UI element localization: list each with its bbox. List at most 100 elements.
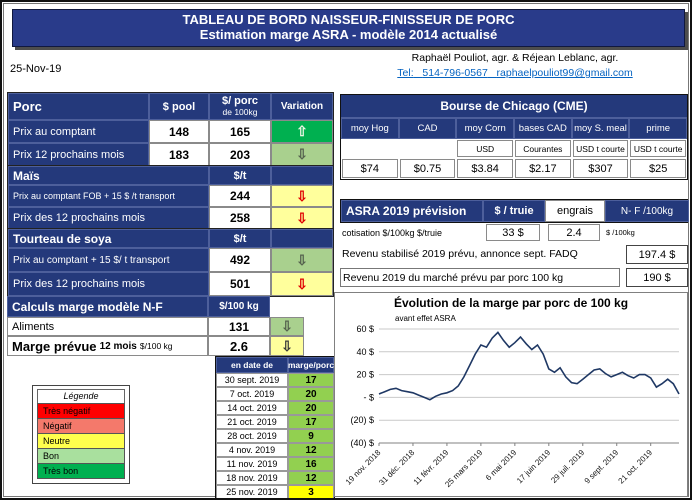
history-date: 11 nov. 2019 [216, 457, 288, 471]
variation-down-arrow-icon: ⇩ [271, 143, 333, 166]
x-tick-label: 21 oct. 2019 [617, 448, 655, 486]
series-line [378, 331, 680, 401]
legend-item: Très négatif [37, 403, 125, 419]
y-tick-label: 40 $ [356, 347, 374, 357]
tourteau-unit-header: $/t [209, 229, 271, 248]
porc-col-price-header: $/ porc de 100kg [209, 93, 271, 120]
title-bar: TABLEAU DE BORD NAISSEUR-FINISSEUR DE PO… [12, 9, 685, 47]
marge-prevue-label-period: 12 mois [99, 340, 137, 352]
calculs-marge-table: Calculs marge modèle N-F $/100 kg Alimen… [7, 296, 304, 356]
x-tick-label: 9 sept. 2019 [583, 448, 621, 486]
cme-col-header: CAD [398, 118, 457, 139]
porc-row-label: Prix au comptant [8, 120, 149, 143]
cme-value: $3.84 [457, 159, 513, 178]
cme-value: $307 [572, 159, 629, 178]
history-value: 12 [288, 471, 334, 485]
porc-col-variation-header: Variation [271, 93, 333, 120]
asra-cotisation-row: cotisation $/100kg $/truie 33 $ 2.4 $ /1… [340, 223, 688, 242]
variation-down-arrow-icon: ⇩ [271, 207, 333, 229]
cme-col-header: moy Corn [456, 118, 514, 139]
x-tick-label: 29 juil. 2019 [549, 448, 586, 485]
cme-table: Bourse de Chicago (CME) moy Hog CAD moy … [340, 94, 688, 180]
marge-prevue-label: Marge prévue 12 mois $/100 kg [7, 336, 208, 356]
mais-table: Maïs $/t Prix au comptant FOB + 15 $ /t … [7, 165, 334, 230]
history-value: 12 [288, 443, 334, 457]
tourteau-row-label: Prix des 12 prochains mois [8, 272, 209, 296]
chart-annotation: avant effet ASRA [395, 314, 456, 323]
asra-col-nf: N- F /100kg [605, 200, 689, 222]
variation-down-arrow-icon: ⇩ [270, 317, 304, 336]
history-date: 7 oct. 2019 [216, 387, 288, 401]
page-subtitle: Estimation marge ASRA - modèle 2014 actu… [199, 27, 498, 42]
margin-evolution-chart: Évolution de la marge par porc de 100 kg… [334, 292, 688, 497]
revenu-marche-label: Revenu 2019 du marché prévu par porc 100… [340, 267, 620, 287]
cme-grid: moy Hog CAD moy Corn bases CAD moy S. me… [341, 118, 687, 179]
porc-col-pool-header: $ pool [149, 93, 209, 120]
email-link[interactable]: raphaelpouliot99@gmail.com [496, 67, 633, 79]
tel-label: Tel: [397, 67, 414, 79]
revenu-marche-row: Revenu 2019 du marché prévu par porc 100… [340, 266, 688, 288]
asra-col-engrais: engrais [545, 200, 605, 222]
variation-down-arrow-icon: ⇩ [271, 248, 333, 272]
variation-down-arrow-icon: ⇩ [271, 185, 333, 207]
y-tick-label: 20 $ [356, 370, 374, 380]
variation-down-arrow-icon: ⇩ [271, 272, 333, 296]
aliments-value: 131 [208, 317, 270, 336]
legend-item: Négatif [37, 418, 125, 434]
history-date: 18 nov. 2019 [216, 471, 288, 485]
history-col-date-header: en date de [216, 357, 288, 373]
y-tick-label: 60 $ [356, 324, 374, 334]
history-date: 4 nov. 2019 [216, 443, 288, 457]
cme-value: $2.17 [515, 159, 571, 178]
marge-prevue-value: 2.6 [208, 336, 270, 356]
cotisation-unit: $ /100kg [606, 228, 635, 237]
mais-row-label: Prix des 12 prochains mois [8, 207, 209, 229]
asra-col-truie: $ / truie [483, 200, 545, 222]
porc-price-value: 203 [209, 143, 271, 166]
report-date: 25-Nov-19 [10, 63, 62, 75]
porc-col-price-line2: de 100kg [222, 106, 258, 117]
cme-value: $74 [342, 159, 398, 178]
x-tick-label: 17 juin 2019 [515, 448, 553, 486]
history-date: 21 oct. 2019 [216, 415, 288, 429]
history-value: 20 [288, 387, 334, 401]
mais-row-label: Prix au comptant FOB + 15 $ /t transport [8, 185, 209, 207]
mais-unit-header: $/t [209, 166, 271, 185]
history-date: 25 nov. 2019 [216, 485, 288, 498]
calculs-unit-header: $/100 kg [208, 296, 270, 317]
asra-section-title: ASRA 2019 prévision [341, 200, 483, 222]
legend-title: Légende [37, 389, 125, 404]
cme-subheader [342, 140, 398, 157]
authors-line: Raphaël Pouliot, agr. & Réjean Leblanc, … [411, 52, 619, 64]
cotisation-label: cotisation $/100kg $/truie [342, 227, 443, 238]
tourteau-table: Tourteau de soya $/t Prix au comptant + … [7, 228, 334, 297]
cme-value: $0.75 [399, 159, 456, 178]
history-value: 17 [288, 415, 334, 429]
mais-price-value: 258 [209, 207, 271, 229]
asra-header-row: ASRA 2019 prévision $ / truie engrais N-… [340, 199, 689, 223]
history-date: 14 oct. 2019 [216, 401, 288, 415]
y-tick-label: (40) $ [350, 438, 374, 448]
cme-subheader: Courantes [515, 140, 571, 157]
tourteau-header-spacer [271, 229, 333, 248]
cme-col-header: bases CAD [514, 118, 572, 139]
legend-item: Neutre [37, 433, 125, 449]
phone-link[interactable]: 514-796-0567 [422, 67, 488, 79]
porc-col-price-line1: $/ porc [221, 95, 259, 108]
cme-col-header: moy Hog [341, 118, 399, 139]
history-value: 17 [288, 373, 334, 387]
mais-section-title: Maïs [8, 166, 209, 185]
tourteau-row-label: Prix au comptant + 15 $/ t transport [8, 248, 209, 272]
revenu-marche-value: 190 $ [626, 267, 688, 287]
history-value: 9 [288, 429, 334, 443]
asra-table: ASRA 2019 prévision $ / truie engrais N-… [340, 199, 689, 288]
history-value: 20 [288, 401, 334, 415]
mais-header-spacer [271, 166, 333, 185]
cme-subheader: USD [457, 140, 513, 157]
cme-title: Bourse de Chicago (CME) [341, 95, 687, 118]
page-title: TABLEAU DE BORD NAISSEUR-FINISSEUR DE PO… [182, 12, 515, 27]
marge-history-table: en date de marge/porc 30 sept. 2019 17 7… [215, 356, 335, 498]
legend-box: Légende Très négatif Négatif Neutre Bon … [32, 385, 130, 484]
cme-col-header: moy S. meal [571, 118, 630, 139]
